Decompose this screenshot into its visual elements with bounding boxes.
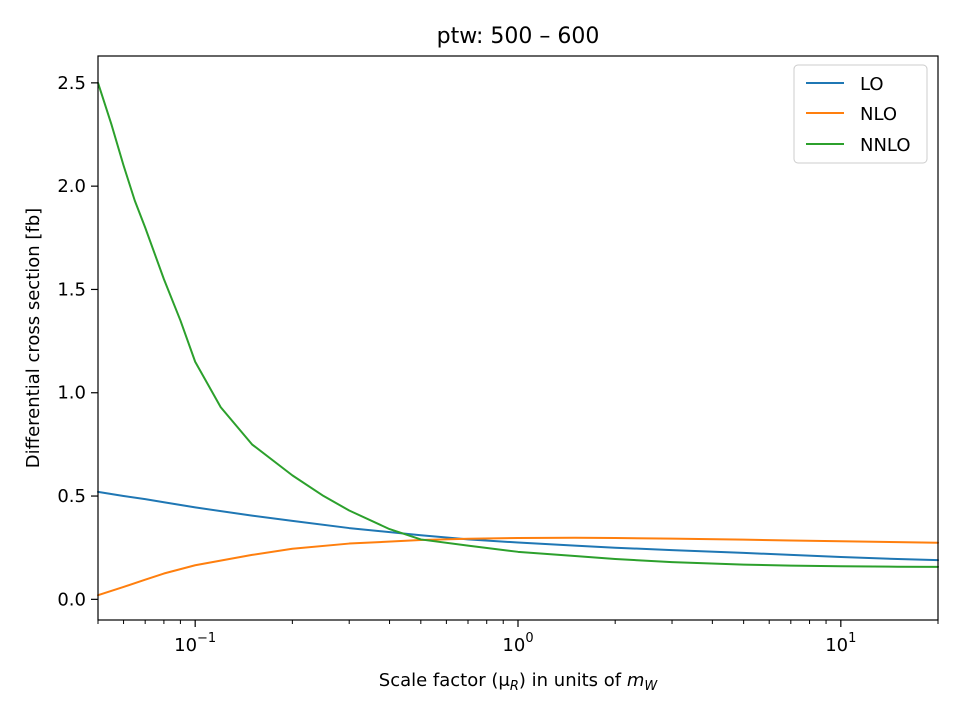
y-tick-label: 0.5 bbox=[57, 486, 86, 507]
x-axis-title-text: Scale factor (μ bbox=[379, 670, 511, 691]
y-tick-label: 0.0 bbox=[57, 589, 86, 610]
chart-title: ptw: 500 – 600 bbox=[437, 24, 600, 49]
x-axis-title-mid: ) in units of bbox=[519, 670, 627, 691]
x-axis-title-var-sub: W bbox=[644, 679, 658, 694]
legend-label-nlo: NLO bbox=[860, 104, 897, 125]
legend-box bbox=[793, 64, 928, 164]
series-line-nlo bbox=[97, 536, 939, 597]
legend-label-lo: LO bbox=[860, 74, 884, 95]
x-tick-label: 101 bbox=[825, 631, 856, 656]
y-axis-title: Differential cross section [fb] bbox=[23, 208, 44, 468]
y-tick-label: 1.0 bbox=[57, 383, 86, 404]
legend-label-nnlo: NNLO bbox=[860, 135, 910, 156]
y-tick-label: 1.5 bbox=[57, 279, 86, 300]
x-axis-title-sub: R bbox=[510, 679, 519, 694]
x-axis-title-var: m bbox=[627, 670, 645, 691]
y-tick-label: 2.5 bbox=[57, 73, 86, 94]
series-line-nnlo bbox=[97, 81, 939, 568]
y-tick-label: 2.0 bbox=[57, 176, 86, 197]
x-tick-label: 10−1 bbox=[174, 631, 216, 656]
legend: LO NLO NNLO bbox=[793, 64, 928, 164]
plot-area bbox=[97, 81, 939, 597]
x-tick-label: 100 bbox=[502, 631, 533, 656]
x-axis-title: Scale factor (μR) in units of mW bbox=[379, 670, 659, 694]
axis-ticks: 0.0 0.5 1.0 1.5 2.0 2.5 10−1 100 101 bbox=[57, 73, 939, 656]
